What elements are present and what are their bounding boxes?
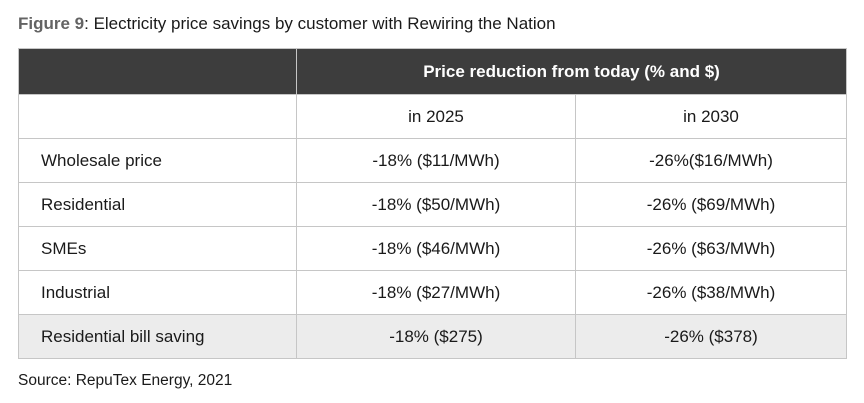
subheader-2030: in 2030	[574, 94, 848, 139]
table-header-row: Price reduction from today (% and $)	[18, 48, 848, 95]
subheader-empty-cell	[18, 94, 297, 139]
row-label-wholesale: Wholesale price	[18, 138, 297, 183]
table-row: Industrial -18% ($27/MWh) -26% ($38/MWh)	[18, 270, 848, 315]
table-corner-cell	[18, 48, 297, 95]
row-label-industrial: Industrial	[18, 270, 297, 315]
bill-saving-2025-value: -18% ($275)	[296, 314, 576, 359]
price-savings-table: Price reduction from today (% and $) in …	[18, 48, 848, 359]
row-label-smes: SMEs	[18, 226, 297, 271]
wholesale-2025-value: -18% ($11/MWh)	[296, 138, 576, 183]
figure-caption: Figure 9: Electricity price savings by c…	[18, 12, 846, 36]
table-row-bill-saving: Residential bill saving -18% ($275) -26%…	[18, 314, 848, 359]
smes-2025-value: -18% ($46/MWh)	[296, 226, 576, 271]
table-row: SMEs -18% ($46/MWh) -26% ($63/MWh)	[18, 226, 848, 271]
bill-saving-2030-value: -26% ($378)	[574, 314, 848, 359]
industrial-2030-value: -26% ($38/MWh)	[574, 270, 848, 315]
figure-title: : Electricity price savings by customer …	[84, 14, 556, 33]
table-main-header: Price reduction from today (% and $)	[295, 48, 848, 95]
wholesale-2030-value: -26%($16/MWh)	[574, 138, 848, 183]
table-row: Wholesale price -18% ($11/MWh) -26%($16/…	[18, 138, 848, 183]
row-label-residential: Residential	[18, 182, 297, 227]
figure-label: Figure 9	[18, 14, 85, 33]
residential-2030-value: -26% ($69/MWh)	[574, 182, 848, 227]
row-label-bill-saving: Residential bill saving	[18, 314, 297, 359]
table-subheader-row: in 2025 in 2030	[18, 94, 848, 139]
industrial-2025-value: -18% ($27/MWh)	[296, 270, 576, 315]
table-row: Residential -18% ($50/MWh) -26% ($69/MWh…	[18, 182, 848, 227]
smes-2030-value: -26% ($63/MWh)	[574, 226, 848, 271]
subheader-2025: in 2025	[296, 94, 576, 139]
residential-2025-value: -18% ($50/MWh)	[296, 182, 576, 227]
source-citation: Source: RepuTex Energy, 2021	[18, 372, 233, 389]
